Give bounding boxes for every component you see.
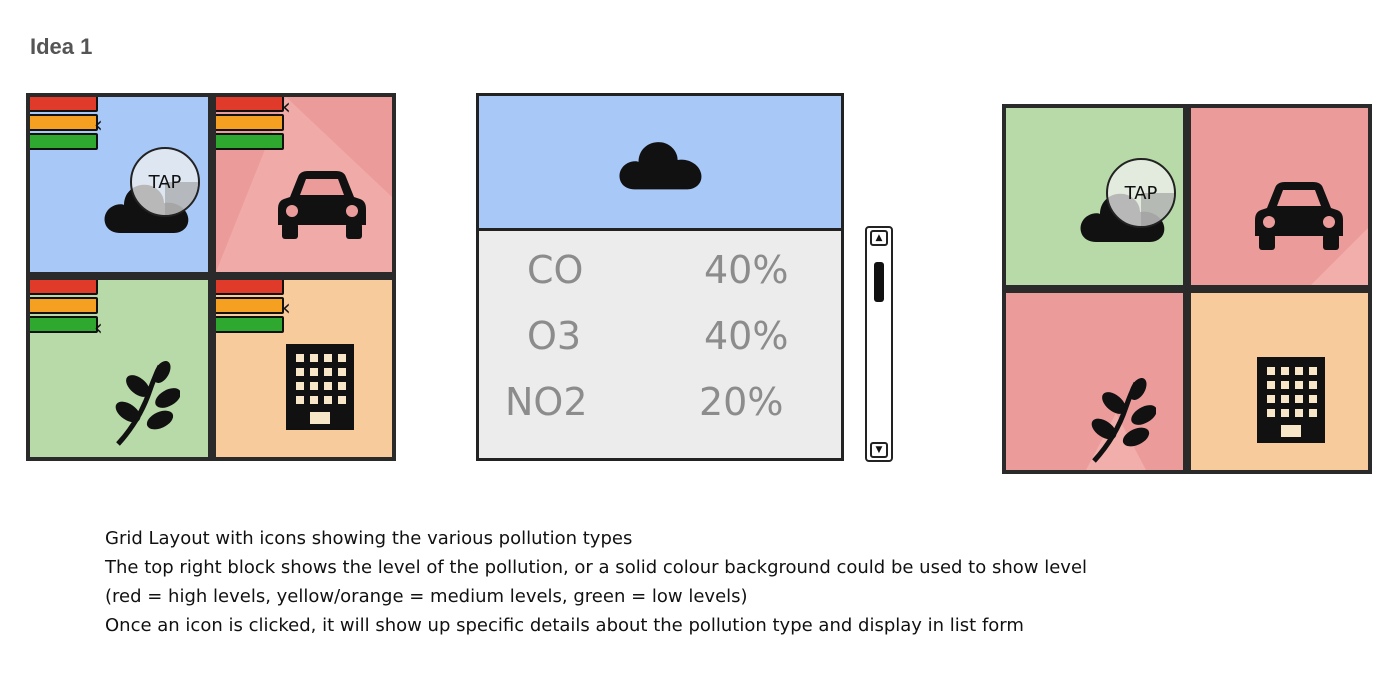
pollutant-name: NO2 (505, 380, 588, 424)
pollution-grid-left: ‹ TAP ‹ (26, 93, 396, 461)
pollutant-name: CO (527, 248, 584, 292)
detail-header (479, 96, 841, 231)
leaf-icon (115, 361, 180, 446)
grid-cell-weather[interactable]: ‹ TAP (30, 97, 208, 272)
tap-indicator[interactable]: TAP (1106, 158, 1176, 228)
level-indicator (30, 97, 98, 152)
tap-indicator[interactable]: TAP (130, 147, 200, 217)
page-title: Idea 1 (30, 34, 93, 59)
pollutant-name: O3 (527, 314, 582, 358)
scroll-up-button[interactable]: ▲ (870, 230, 888, 246)
cloud-icon (619, 142, 702, 190)
grid-cell-weather[interactable]: TAP (1006, 108, 1183, 285)
pollutant-value: 40% (704, 314, 789, 358)
grid-cell-industry[interactable]: ‹ (216, 280, 392, 457)
car-icon (278, 171, 366, 239)
list-item[interactable]: O3 40% (479, 314, 841, 364)
car-icon (1255, 182, 1343, 250)
scroll-down-button[interactable]: ▼ (870, 442, 888, 458)
grid-cell-industry[interactable] (1191, 293, 1368, 470)
note-line: Once an icon is clicked, it will show up… (105, 615, 1024, 636)
scrollbar[interactable]: ▲ ▼ (865, 226, 893, 462)
level-indicator (30, 280, 98, 335)
level-close-icon[interactable]: ‹ (282, 97, 291, 120)
scroll-thumb[interactable] (874, 262, 884, 302)
building-icon (286, 344, 354, 430)
level-indicator (216, 97, 284, 152)
grid-cell-traffic[interactable]: ‹ (216, 97, 392, 272)
level-close-icon[interactable]: ‹ (282, 296, 291, 321)
level-close-icon[interactable]: ‹ (94, 316, 103, 341)
pollutant-value: 40% (704, 248, 789, 292)
building-icon (1257, 357, 1325, 443)
grid-cell-traffic[interactable] (1191, 108, 1368, 285)
grid-cell-nature[interactable] (1006, 293, 1183, 470)
level-close-icon[interactable]: ‹ (94, 113, 103, 138)
list-item[interactable]: NO2 20% (479, 380, 841, 430)
pollution-detail-panel: CO 40% O3 40% NO2 20% (476, 93, 844, 461)
pollution-grid-right: TAP (1002, 104, 1372, 474)
note-line: The top right block shows the level of t… (105, 557, 1088, 578)
note-line: (red = high levels, yellow/orange = medi… (105, 586, 748, 607)
selection-highlight (1311, 228, 1368, 285)
description-notes: Grid Layout with icons showing the vario… (105, 524, 1355, 640)
list-item[interactable]: CO 40% (479, 248, 841, 298)
grid-cell-nature[interactable]: ‹ (30, 280, 208, 457)
note-line: Grid Layout with icons showing the vario… (105, 528, 633, 549)
leaf-icon (1091, 378, 1156, 463)
level-indicator (216, 280, 284, 335)
pollutant-value: 20% (699, 380, 784, 424)
